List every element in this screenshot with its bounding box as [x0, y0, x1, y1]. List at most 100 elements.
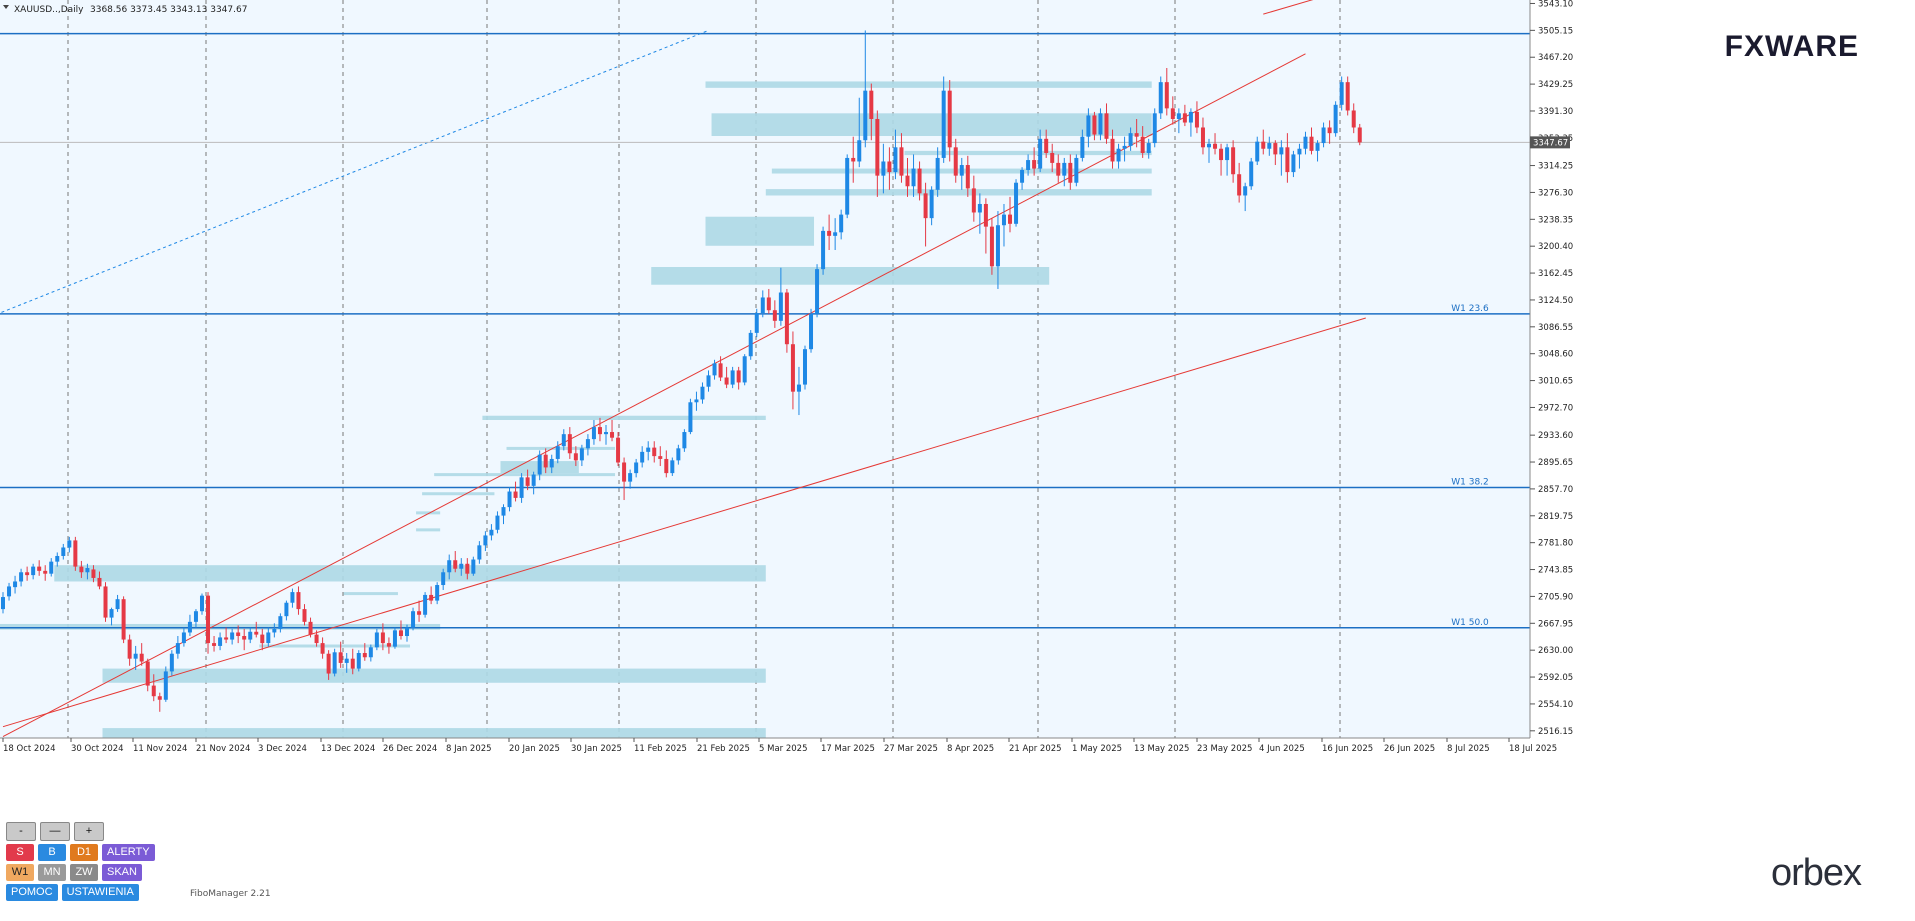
zoom-reset-button[interactable]: — — [40, 822, 70, 841]
candle-body — [1146, 143, 1151, 153]
candle — [857, 97, 862, 168]
y-tick-label: 3124.50 — [1538, 296, 1573, 306]
candle-body — [97, 577, 102, 587]
candle-body — [827, 230, 832, 236]
candle — [760, 290, 765, 318]
candle-body — [193, 611, 198, 622]
zoom-plus-button[interactable]: + — [74, 822, 104, 841]
x-tick-label: 30 Oct 2024 — [71, 744, 124, 754]
candle-body — [19, 572, 24, 582]
candle-body — [730, 370, 735, 385]
candle-body — [1140, 136, 1145, 153]
candle-body — [622, 462, 627, 482]
candle-body — [640, 451, 645, 463]
candle-body — [766, 297, 771, 311]
candle — [845, 154, 850, 219]
candle-body — [501, 507, 506, 516]
candle — [465, 558, 470, 580]
candle-body — [163, 671, 168, 700]
candle — [670, 457, 675, 476]
candle — [1152, 108, 1157, 148]
candle — [1321, 122, 1326, 148]
candle — [1038, 129, 1043, 173]
zw-button[interactable]: ZW — [70, 864, 98, 881]
zone-rect — [0, 623, 441, 630]
candle-body — [1303, 136, 1308, 149]
candle-body — [748, 332, 753, 357]
candle-body — [248, 631, 253, 640]
candle — [796, 366, 801, 416]
help-button[interactable]: POMOC — [6, 884, 58, 901]
candle-body — [1001, 214, 1006, 226]
candle — [640, 446, 645, 468]
timeframe-w1-button[interactable]: W1 — [6, 864, 34, 881]
candle — [1104, 103, 1109, 144]
candle — [67, 536, 72, 553]
y-tick-label: 2972.70 — [1538, 403, 1573, 413]
candle-body — [905, 175, 910, 187]
timeframe-d1-button[interactable]: D1 — [70, 844, 98, 861]
candle — [676, 444, 681, 465]
candle — [1225, 143, 1230, 176]
candle — [1237, 162, 1242, 203]
candle-body — [1213, 143, 1218, 149]
candle — [959, 157, 964, 190]
candle-body — [947, 90, 952, 148]
y-tick-label: 3467.20 — [1538, 53, 1573, 63]
candle — [374, 628, 379, 651]
candle-body — [1327, 127, 1332, 134]
candle-body — [1116, 148, 1121, 162]
candle — [477, 541, 482, 564]
candle — [332, 648, 337, 677]
scan-button[interactable]: SKAN — [102, 864, 142, 881]
y-tick-label: 2630.00 — [1538, 646, 1573, 656]
candle-body — [55, 555, 60, 562]
candle-body — [604, 432, 608, 435]
candle-body — [688, 402, 693, 433]
candle-body — [85, 568, 90, 573]
zone-rect — [765, 189, 1152, 196]
candle — [356, 650, 361, 672]
sell-button[interactable]: S — [6, 844, 34, 861]
y-tick-label: 3391.30 — [1538, 107, 1573, 117]
candle-body — [260, 634, 265, 644]
candle-body — [561, 434, 566, 447]
x-tick-label: 21 Nov 2024 — [196, 744, 250, 754]
candle — [893, 129, 898, 180]
candle-body — [989, 226, 994, 267]
candle-body — [326, 653, 331, 674]
candle-body — [429, 594, 434, 601]
candle — [585, 434, 590, 456]
alerts-button[interactable]: ALERTY — [102, 844, 155, 861]
candle — [1339, 76, 1344, 111]
candle-body — [308, 621, 313, 635]
candle-body — [513, 491, 518, 498]
candle — [175, 636, 180, 659]
candle — [212, 636, 217, 652]
candle-body — [796, 384, 801, 392]
candle — [459, 558, 464, 576]
candle — [199, 593, 204, 615]
candle-body — [977, 203, 982, 213]
buy-button[interactable]: B — [38, 844, 66, 861]
candle-body — [784, 292, 789, 345]
candle — [1050, 143, 1055, 173]
candle — [157, 692, 162, 712]
candle — [724, 366, 729, 389]
candle-body — [1134, 133, 1139, 137]
candle-body — [778, 292, 783, 321]
candle — [597, 417, 602, 442]
candle-body — [1164, 82, 1169, 109]
candle-body — [1261, 141, 1266, 149]
candle-body — [368, 647, 373, 658]
timeframe-mn-button[interactable]: MN — [38, 864, 66, 881]
candle-body — [441, 572, 446, 586]
candle — [495, 511, 500, 534]
candle — [1297, 143, 1302, 169]
candle-body — [320, 643, 325, 654]
zoom-minus-button[interactable]: - — [6, 822, 36, 841]
candle-body — [549, 458, 554, 468]
candle — [851, 136, 856, 183]
settings-button[interactable]: USTAWIENIA — [61, 884, 139, 901]
